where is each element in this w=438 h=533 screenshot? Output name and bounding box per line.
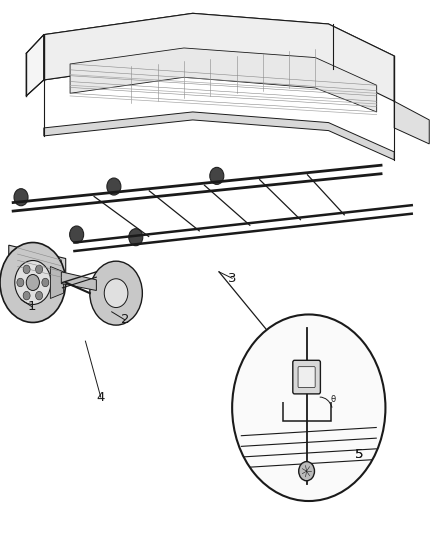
Circle shape	[70, 226, 84, 243]
FancyBboxPatch shape	[293, 360, 320, 394]
Circle shape	[104, 279, 128, 308]
Polygon shape	[26, 35, 44, 96]
Polygon shape	[61, 272, 96, 290]
Circle shape	[90, 261, 142, 325]
Text: 5: 5	[355, 448, 364, 461]
Circle shape	[23, 265, 30, 273]
Text: θ: θ	[331, 395, 336, 405]
Text: 5: 5	[355, 448, 364, 461]
Polygon shape	[394, 101, 429, 144]
Polygon shape	[44, 13, 394, 101]
Text: 4: 4	[96, 391, 105, 403]
Circle shape	[42, 278, 49, 287]
Polygon shape	[50, 266, 64, 298]
Circle shape	[26, 274, 39, 290]
FancyBboxPatch shape	[298, 367, 315, 387]
Polygon shape	[44, 112, 394, 160]
Circle shape	[129, 229, 143, 246]
Circle shape	[107, 178, 121, 195]
Circle shape	[23, 292, 30, 300]
Text: 1: 1	[27, 300, 36, 313]
Circle shape	[35, 265, 42, 273]
Text: 3: 3	[228, 272, 237, 285]
Circle shape	[299, 462, 314, 481]
Text: 2: 2	[120, 313, 129, 326]
Polygon shape	[18, 248, 61, 277]
Circle shape	[35, 292, 42, 300]
Circle shape	[17, 278, 24, 287]
Circle shape	[15, 261, 51, 304]
Polygon shape	[70, 48, 377, 112]
Circle shape	[14, 189, 28, 206]
Circle shape	[210, 167, 224, 184]
Circle shape	[0, 243, 66, 322]
Polygon shape	[9, 245, 66, 282]
Circle shape	[232, 314, 385, 501]
